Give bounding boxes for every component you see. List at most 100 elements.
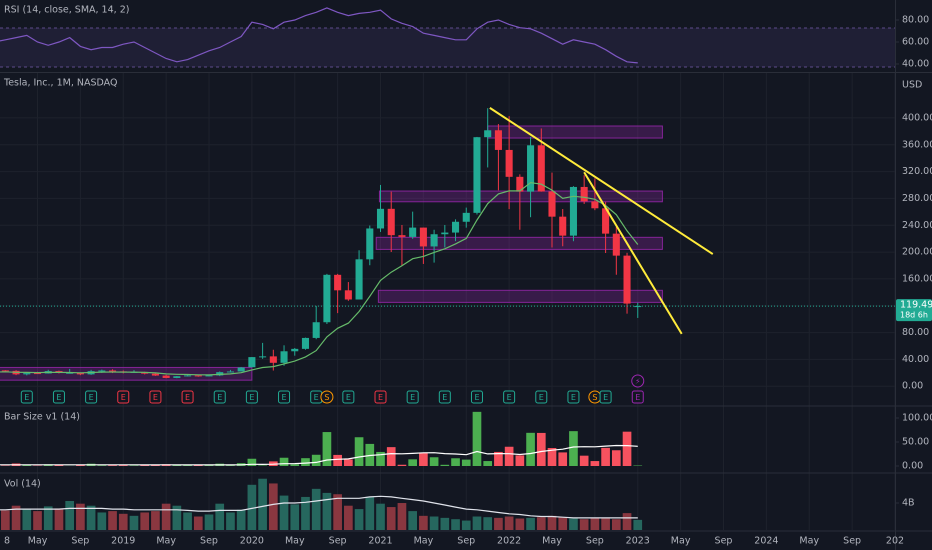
x-tick-label: Sep <box>457 536 475 547</box>
bar <box>22 509 32 530</box>
bar <box>494 451 503 466</box>
event-label: E <box>635 393 640 402</box>
event-marker <box>599 390 612 404</box>
bar <box>386 447 396 466</box>
candle-body <box>98 370 106 372</box>
y-tick-label: 50.00 <box>902 436 929 447</box>
bar <box>43 506 53 530</box>
x-tick-label: May <box>671 536 691 547</box>
candle-body <box>226 371 234 373</box>
candle-body <box>259 356 267 358</box>
y-tick-label: 240.00 <box>902 220 932 231</box>
bar <box>76 464 85 466</box>
candle-body <box>441 232 449 235</box>
candle-body <box>505 149 513 177</box>
bar <box>622 431 632 466</box>
candle-body <box>366 228 374 260</box>
bar <box>386 507 396 530</box>
bar <box>193 465 203 466</box>
candle-body <box>580 186 588 202</box>
candle-body <box>462 212 470 222</box>
candle-body <box>634 306 642 308</box>
candle-body <box>162 375 170 378</box>
candle-body <box>312 322 320 338</box>
event-label: E <box>442 393 447 402</box>
event-label: S <box>592 393 597 402</box>
bar <box>193 516 203 530</box>
event-label: E <box>410 393 415 402</box>
bar <box>590 461 600 466</box>
candle-body <box>323 274 331 323</box>
x-tick-label: 2021 <box>368 536 392 547</box>
candle-body <box>612 233 620 256</box>
bar <box>11 505 21 530</box>
event-marker <box>320 390 334 404</box>
candle-body <box>559 216 567 236</box>
candle-body <box>23 373 31 375</box>
candle-body <box>33 373 42 375</box>
y-tick-label: 320.00 <box>902 166 932 177</box>
bar <box>622 513 632 530</box>
bar <box>579 455 589 466</box>
bar <box>408 459 418 466</box>
event-label: E <box>474 393 479 402</box>
rsi-line <box>0 7 638 64</box>
event-label: E <box>507 393 512 402</box>
bar <box>236 509 246 530</box>
bar <box>258 465 267 466</box>
y-tick-label: 0.00 <box>902 381 923 392</box>
x-tick-label: Sep <box>329 536 347 547</box>
y-tick-label: 0.00 <box>902 460 923 471</box>
candle-body <box>494 130 502 150</box>
x-tick-label: 2022 <box>497 536 521 547</box>
x-tick-label: Sep <box>586 536 604 547</box>
candle-body <box>602 208 610 234</box>
bar <box>451 519 460 530</box>
x-tick-label: May <box>414 536 434 547</box>
bar <box>526 432 535 466</box>
candle-body <box>280 351 288 363</box>
y-tick-label: 160.00 <box>902 273 932 284</box>
bar <box>504 516 514 530</box>
candle-body <box>344 290 352 300</box>
event-label: E <box>346 393 351 402</box>
candle-body <box>291 348 299 352</box>
candle-body <box>194 375 202 377</box>
event-marker <box>149 390 162 404</box>
bar <box>547 447 557 466</box>
bar <box>590 517 600 530</box>
bar <box>215 503 225 530</box>
bar <box>569 431 578 466</box>
bar <box>344 459 353 466</box>
candle-body <box>1 370 9 372</box>
candle-body <box>419 227 427 247</box>
candle-body <box>151 373 159 376</box>
x-tick-label: 2020 <box>240 536 264 547</box>
candle-body <box>355 259 363 300</box>
bar <box>118 465 128 466</box>
event-marker <box>438 390 451 404</box>
sma-line <box>0 444 638 466</box>
x-tick-label: Sep <box>843 536 861 547</box>
candle-body <box>248 357 256 368</box>
bar <box>322 492 332 530</box>
bar <box>354 437 364 466</box>
trend-line <box>583 171 683 335</box>
x-tick-label: 2019 <box>111 536 135 547</box>
candle-body <box>484 130 492 138</box>
bar <box>118 513 128 530</box>
candle-body <box>537 145 545 192</box>
bar <box>419 452 428 466</box>
bar <box>483 517 493 530</box>
y-tick-label: 80.00 <box>902 15 929 26</box>
bar <box>558 517 568 530</box>
candle-body <box>409 227 417 237</box>
bar <box>172 505 182 530</box>
event-marker <box>631 390 644 404</box>
bar <box>279 495 289 530</box>
pane-legend: Tesla, Inc., 1M, NASDAQ <box>3 78 117 89</box>
bar <box>569 518 578 530</box>
x-tick-label: Sep <box>71 536 89 547</box>
candle-body <box>66 372 74 374</box>
bar <box>472 516 482 530</box>
